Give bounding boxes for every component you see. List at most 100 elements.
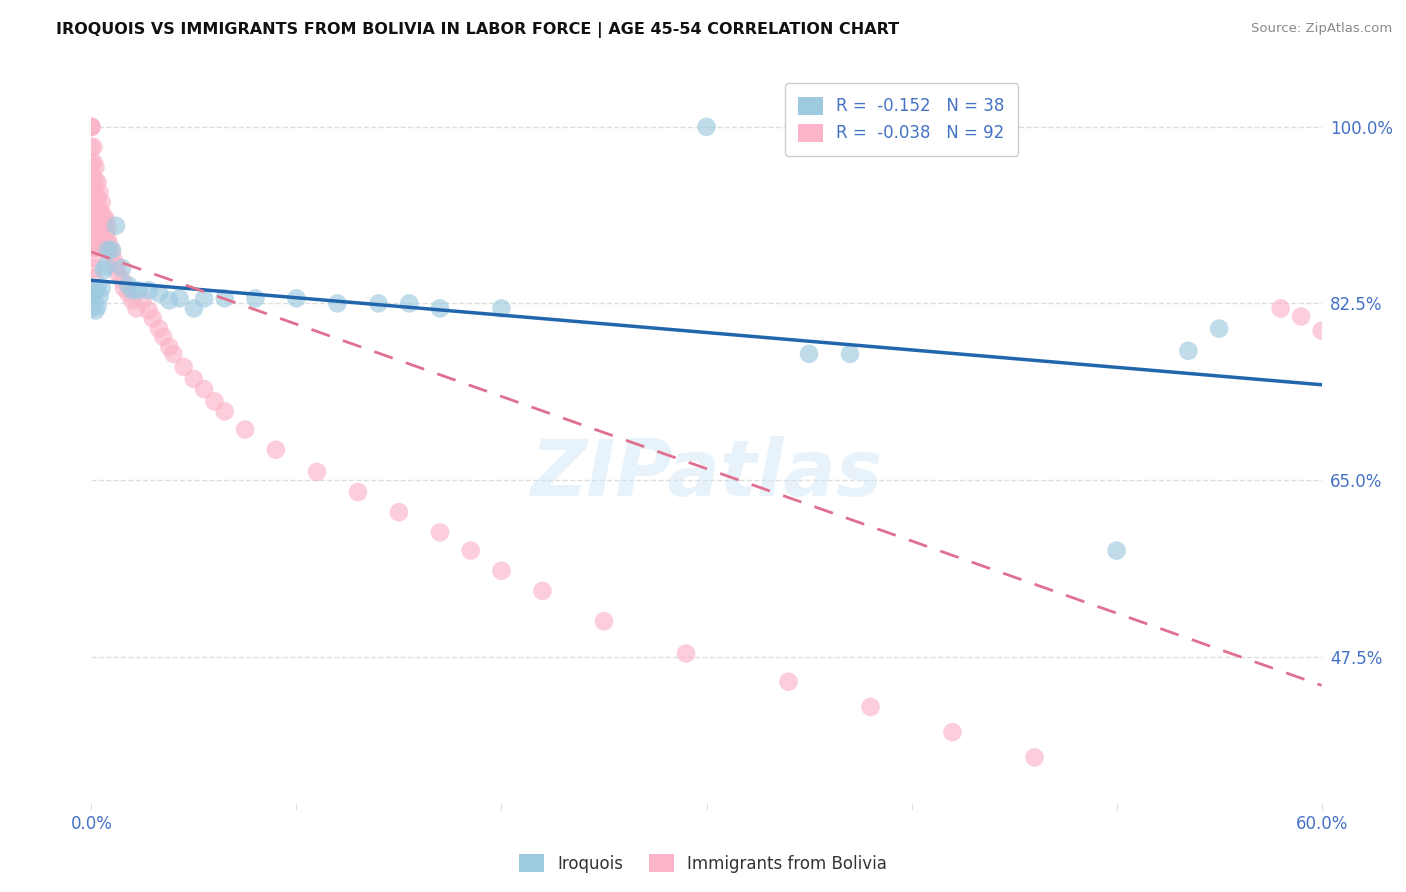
- Point: [214, 404, 236, 418]
- Point: [131, 293, 153, 308]
- Point: [1105, 543, 1128, 558]
- Point: [125, 301, 148, 316]
- Point: [80, 175, 103, 189]
- Point: [103, 253, 125, 268]
- Point: [183, 301, 205, 316]
- Point: [105, 219, 127, 233]
- Point: [1208, 321, 1230, 335]
- Point: [82, 211, 104, 225]
- Point: [84, 226, 107, 240]
- Point: [942, 725, 965, 739]
- Point: [93, 220, 115, 235]
- Point: [82, 180, 104, 194]
- Point: [157, 293, 180, 308]
- Point: [89, 202, 111, 217]
- Point: [460, 543, 482, 558]
- Point: [593, 614, 616, 628]
- Point: [84, 175, 107, 189]
- Point: [94, 259, 117, 273]
- Point: [97, 243, 120, 257]
- Point: [84, 201, 107, 215]
- Point: [202, 394, 225, 409]
- Point: [839, 347, 862, 361]
- Point: [105, 259, 127, 273]
- Point: [82, 140, 104, 154]
- Point: [89, 216, 111, 230]
- Point: [82, 170, 104, 185]
- Point: [90, 220, 112, 235]
- Point: [82, 231, 104, 245]
- Point: [138, 283, 160, 297]
- Point: [675, 647, 697, 661]
- Point: [183, 372, 205, 386]
- Point: [84, 303, 107, 318]
- Point: [193, 382, 215, 396]
- Point: [305, 465, 328, 479]
- Point: [531, 583, 554, 598]
- Point: [121, 293, 143, 308]
- Point: [169, 291, 191, 305]
- Point: [80, 301, 103, 316]
- Point: [80, 205, 103, 219]
- Point: [86, 281, 108, 295]
- Point: [367, 296, 389, 310]
- Point: [86, 233, 108, 247]
- Point: [93, 209, 115, 223]
- Point: [80, 155, 103, 169]
- Point: [326, 296, 349, 310]
- Point: [80, 186, 103, 200]
- Point: [121, 283, 143, 297]
- Point: [1177, 343, 1199, 358]
- Point: [89, 186, 111, 200]
- Point: [80, 140, 103, 154]
- Point: [429, 301, 451, 316]
- Point: [94, 226, 117, 240]
- Point: [193, 291, 215, 305]
- Point: [778, 674, 800, 689]
- Point: [80, 291, 103, 305]
- Point: [97, 233, 120, 247]
- Point: [82, 286, 104, 301]
- Point: [157, 340, 180, 354]
- Point: [152, 329, 174, 343]
- Point: [82, 190, 104, 204]
- Point: [245, 291, 267, 305]
- Point: [1289, 310, 1312, 324]
- Point: [80, 120, 103, 134]
- Point: [128, 283, 150, 297]
- Point: [80, 226, 103, 240]
- Point: [117, 286, 139, 301]
- Text: Source: ZipAtlas.com: Source: ZipAtlas.com: [1251, 22, 1392, 36]
- Point: [142, 311, 165, 326]
- Point: [1024, 750, 1046, 764]
- Point: [101, 243, 124, 257]
- Point: [111, 273, 134, 287]
- Point: [859, 700, 882, 714]
- Point: [1270, 301, 1292, 316]
- Point: [148, 286, 170, 301]
- Point: [93, 233, 115, 247]
- Point: [173, 359, 195, 374]
- Point: [84, 160, 107, 174]
- Point: [86, 175, 108, 189]
- Point: [82, 220, 104, 235]
- Point: [797, 347, 820, 361]
- Point: [101, 246, 124, 260]
- Point: [82, 155, 104, 169]
- Point: [111, 261, 134, 276]
- Point: [162, 347, 184, 361]
- Point: [107, 266, 129, 280]
- Point: [84, 283, 107, 297]
- Point: [97, 220, 120, 235]
- Point: [80, 120, 103, 134]
- Point: [93, 263, 115, 277]
- Point: [80, 195, 103, 210]
- Point: [80, 216, 103, 230]
- Point: [80, 120, 103, 134]
- Point: [82, 241, 104, 255]
- Point: [82, 201, 104, 215]
- Point: [429, 525, 451, 540]
- Point: [138, 303, 160, 318]
- Point: [86, 190, 108, 204]
- Point: [82, 251, 104, 265]
